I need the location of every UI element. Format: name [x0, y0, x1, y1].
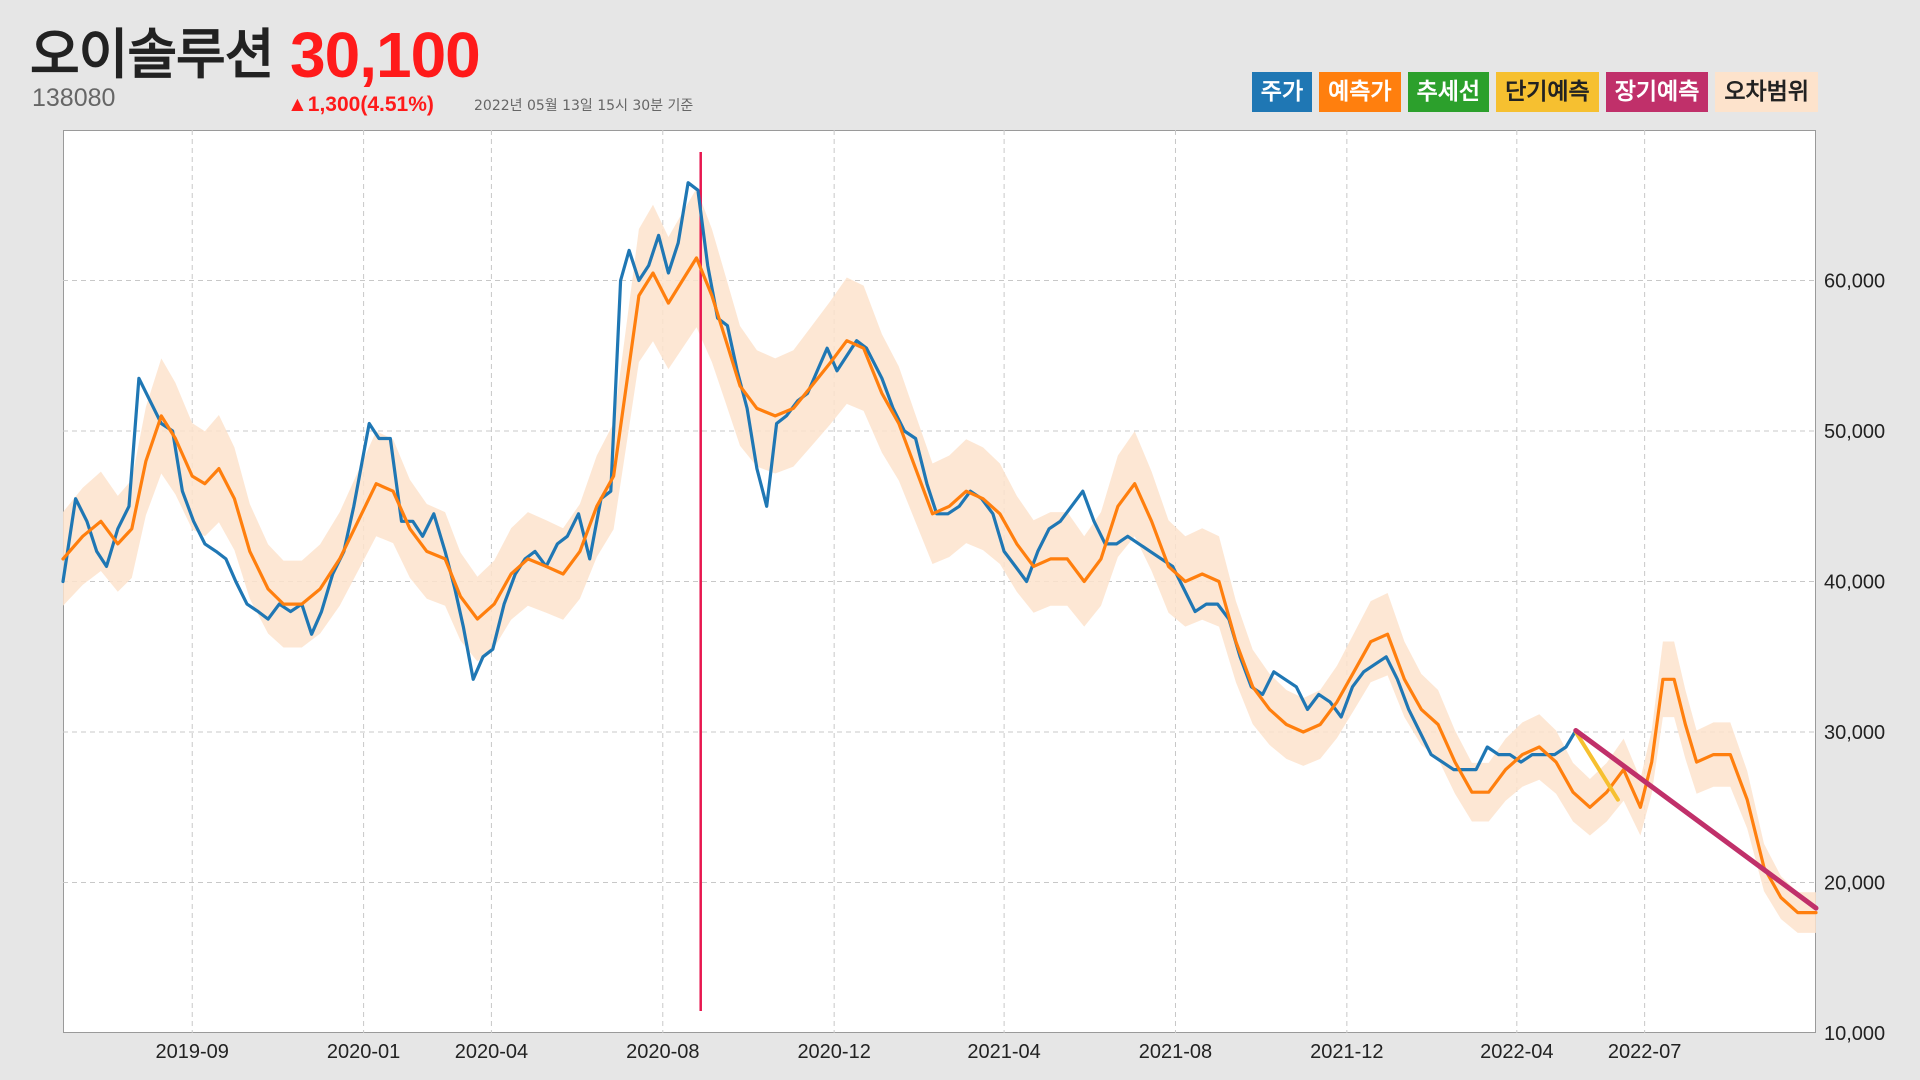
x-tick-label: 2021-08 — [1139, 1041, 1212, 1063]
legend-item: 예측가 — [1319, 72, 1401, 112]
forecast-series-line — [61, 256, 1818, 915]
y-tick-label: 40,000 — [1824, 572, 1885, 594]
legend-item: 주가 — [1251, 72, 1313, 112]
legend-item: 추세선 — [1407, 72, 1490, 112]
x-tick-label: 2019-09 — [156, 1041, 229, 1063]
y-tick-label: 20,000 — [1824, 873, 1885, 895]
short-term-forecast-line — [1573, 730, 1620, 802]
stock-code: 138080 — [32, 84, 116, 112]
y-tick-label: 50,000 — [1824, 421, 1885, 443]
x-tick-label: 2020-04 — [455, 1041, 528, 1063]
price-change: ▲1,300(4.51%) — [287, 93, 434, 116]
stock-header: 오이솔루션 30,100 138080 ▲1,300(4.51%) 2022년 … — [0, 0, 1920, 125]
stock-price: 30,100 — [290, 19, 481, 91]
y-tick-label: 60,000 — [1824, 271, 1885, 293]
error-band — [63, 188, 1816, 933]
x-tick-label: 2020-01 — [327, 1041, 400, 1063]
timestamp: 2022년 05월 13일 15시 30분 기준 — [474, 98, 694, 114]
legend-item: 오차범위 — [1715, 72, 1818, 112]
x-tick-label: 2021-12 — [1310, 1041, 1383, 1063]
legend-item: 장기예측 — [1605, 72, 1709, 112]
x-tick-label: 2022-07 — [1608, 1041, 1681, 1063]
chart-legend: 주가 예측가 추세선 단기예측 장기예측 오차범위 — [1251, 72, 1818, 112]
stock-name: 오이솔루션 — [30, 23, 274, 86]
x-tick-label: 2020-08 — [626, 1041, 699, 1063]
x-tick-label: 2021-04 — [967, 1041, 1040, 1063]
y-tick-label: 10,000 — [1824, 1023, 1885, 1045]
y-tick-label: 30,000 — [1824, 722, 1885, 744]
legend-item: 단기예측 — [1496, 72, 1599, 112]
x-tick-label: 2020-12 — [797, 1041, 870, 1063]
long-term-forecast-line — [1573, 728, 1819, 911]
x-tick-label: 2022-04 — [1480, 1041, 1553, 1063]
